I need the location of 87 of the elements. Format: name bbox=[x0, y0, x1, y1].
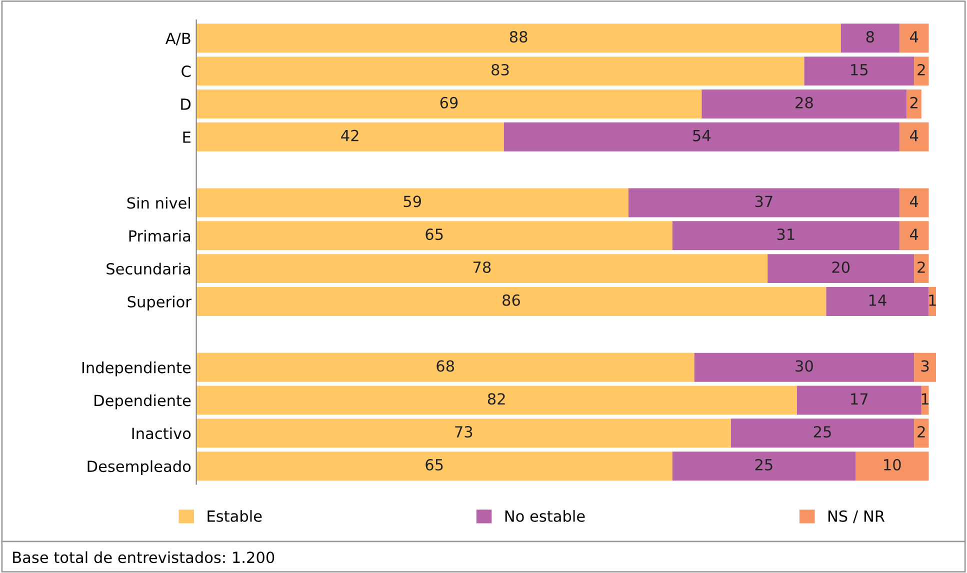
data-label: 2 bbox=[918, 64, 925, 76]
bar bbox=[826, 287, 929, 316]
data-label: 4 bbox=[910, 196, 918, 207]
data-label: 4 bbox=[910, 130, 918, 142]
legend-label: NS / NR bbox=[828, 510, 885, 524]
bar bbox=[855, 452, 929, 481]
data-label: 30 bbox=[796, 360, 813, 372]
bar bbox=[914, 418, 929, 448]
data-label: 31 bbox=[777, 228, 794, 240]
bar bbox=[914, 352, 936, 382]
bar bbox=[196, 56, 804, 86]
bar bbox=[914, 254, 929, 284]
data-label: 2 bbox=[910, 96, 918, 108]
data-label: 14 bbox=[869, 294, 886, 306]
bar bbox=[899, 188, 929, 218]
data-label: 28 bbox=[796, 96, 813, 108]
data-label: 54 bbox=[693, 130, 711, 142]
bar bbox=[694, 352, 914, 382]
bar bbox=[899, 122, 929, 152]
y-tick-label: Secundaria bbox=[106, 262, 190, 275]
bar bbox=[196, 287, 826, 316]
data-label: 42 bbox=[341, 130, 358, 142]
y-tick-label: Inactivo bbox=[132, 427, 191, 440]
y-tick-label: C bbox=[182, 66, 191, 78]
bar bbox=[672, 221, 900, 250]
bar bbox=[196, 221, 672, 250]
data-label: 68 bbox=[436, 360, 454, 372]
bar bbox=[796, 386, 922, 415]
data-label: 1 bbox=[922, 393, 929, 404]
bar bbox=[768, 254, 914, 284]
bar bbox=[730, 418, 914, 448]
data-label: 2 bbox=[918, 261, 925, 273]
data-label: 59 bbox=[404, 196, 422, 208]
bar bbox=[906, 90, 922, 118]
y-tick-label: E bbox=[183, 132, 190, 143]
data-label: 37 bbox=[755, 196, 772, 208]
data-label: 2 bbox=[918, 426, 925, 438]
legend-label: Estable bbox=[208, 510, 262, 522]
data-label: 65 bbox=[426, 228, 443, 240]
data-label: 86 bbox=[502, 294, 520, 306]
bar bbox=[196, 452, 672, 481]
bar bbox=[196, 352, 694, 382]
data-label: 88 bbox=[510, 31, 528, 43]
y-tick-label: Independiente bbox=[82, 362, 191, 376]
bar bbox=[196, 24, 841, 53]
data-label: 25 bbox=[814, 426, 831, 438]
bar bbox=[628, 188, 900, 218]
bar bbox=[804, 56, 914, 86]
data-label: 25 bbox=[755, 458, 772, 471]
data-label: 65 bbox=[426, 458, 443, 471]
bar bbox=[504, 122, 900, 152]
y-tick-label: D bbox=[181, 98, 191, 110]
data-label: 4 bbox=[910, 31, 918, 42]
bar bbox=[196, 254, 768, 284]
bar bbox=[196, 188, 628, 218]
bar bbox=[840, 24, 900, 53]
data-label: 17 bbox=[851, 393, 868, 404]
bar bbox=[914, 56, 929, 86]
data-label: 78 bbox=[473, 261, 491, 274]
bar bbox=[196, 90, 702, 118]
bar bbox=[899, 24, 929, 53]
data-label: 20 bbox=[832, 261, 850, 274]
data-label: 3 bbox=[921, 360, 929, 372]
data-label: 15 bbox=[851, 64, 868, 76]
bar bbox=[702, 90, 907, 118]
y-tick-label: Primaria bbox=[129, 230, 190, 242]
y-tick-label: Sin nivel bbox=[127, 196, 190, 209]
data-label: 1 bbox=[929, 294, 936, 306]
y-tick-label: Superior bbox=[128, 296, 192, 310]
y-tick-label: Dependiente bbox=[94, 394, 191, 410]
y-tick-label: A/B bbox=[165, 32, 190, 46]
data-label: 10 bbox=[884, 458, 901, 471]
bar bbox=[196, 122, 504, 152]
data-label: 83 bbox=[492, 64, 509, 76]
legend-label: No estable bbox=[505, 510, 585, 522]
bar bbox=[672, 452, 856, 481]
data-label: 69 bbox=[440, 96, 458, 108]
data-label: 8 bbox=[866, 31, 874, 43]
text: Base total de entrevistados: 1.200 bbox=[13, 551, 274, 564]
data-label: 73 bbox=[455, 426, 472, 438]
bar bbox=[196, 418, 731, 448]
bar bbox=[196, 386, 797, 415]
y-tick-label: Desempleado bbox=[88, 460, 191, 476]
data-label: 82 bbox=[488, 393, 505, 405]
bar bbox=[928, 287, 936, 316]
data-label: 4 bbox=[910, 228, 918, 240]
bar bbox=[899, 221, 929, 250]
